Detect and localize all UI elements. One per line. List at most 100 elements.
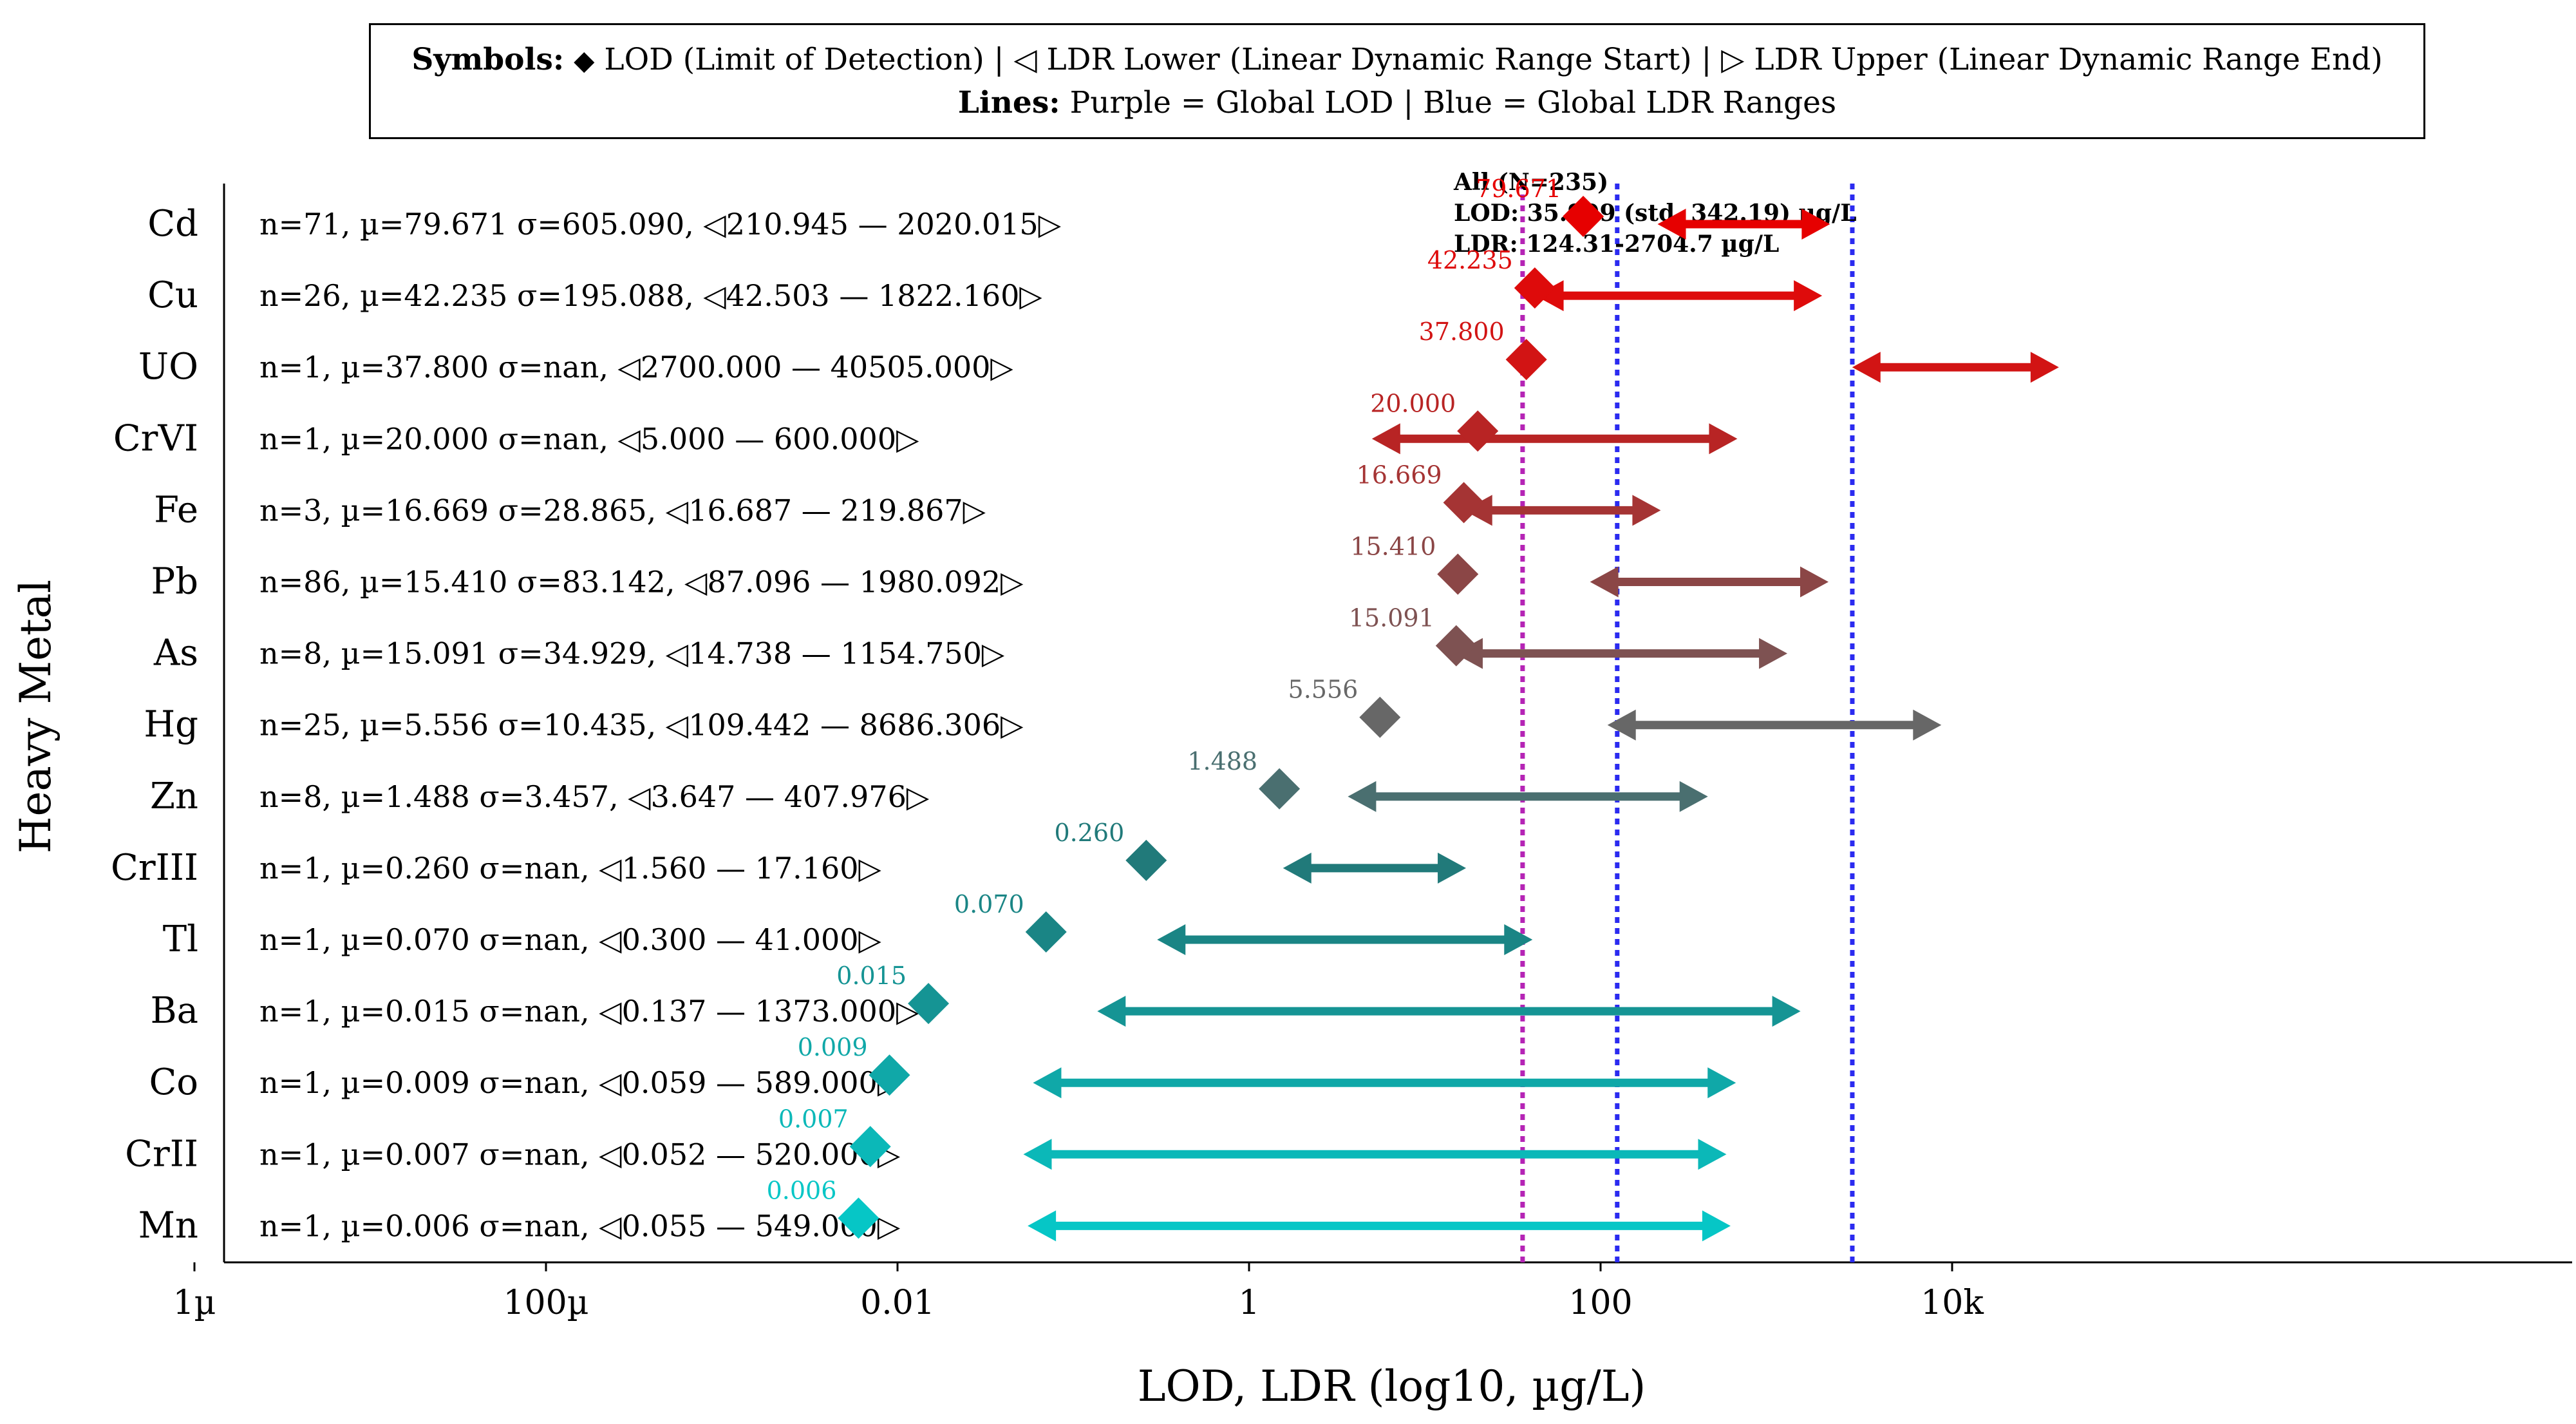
ldr-lower-arrowhead bbox=[1283, 852, 1312, 884]
legend-lines-line: Lines: Purple = Global LOD | Blue = Glob… bbox=[958, 82, 1836, 124]
ldr-lower-arrowhead bbox=[1590, 566, 1619, 598]
metal-row-zn: Zn n=8, µ=1.488 σ=3.457, ◁3.647 — 407.976… bbox=[150, 747, 1708, 817]
ldr-lower-arrowhead bbox=[1463, 495, 1492, 526]
lod-diamond-marker bbox=[849, 1126, 891, 1168]
ldr-upper-arrowhead bbox=[1702, 1210, 1731, 1242]
global-summary-ldr: LDR: 124.31-2704.7 µg/L bbox=[1454, 231, 1779, 258]
ldr-upper-arrowhead bbox=[1438, 852, 1467, 884]
metal-stats-label: n=1, µ=0.009 σ=nan, ◁0.059 — 589.000▷ bbox=[259, 1065, 901, 1100]
lod-diamond-marker bbox=[1359, 696, 1401, 738]
lod-value-label: 42.235 bbox=[1427, 246, 1513, 274]
ldr-upper-arrowhead bbox=[1913, 709, 1942, 741]
global-summary-title: All (N=235) bbox=[1453, 169, 1608, 196]
metal-name-label: CrIII bbox=[111, 847, 198, 889]
metal-row-crii: CrII n=1, µ=0.007 σ=nan, ◁0.052 — 520.000… bbox=[125, 1105, 1727, 1175]
ldr-lower-arrowhead bbox=[1371, 423, 1400, 455]
lod-diamond-marker bbox=[1025, 911, 1067, 953]
lod-value-label: 1.488 bbox=[1187, 747, 1257, 775]
ldr-lower-arrowhead bbox=[1033, 1067, 1062, 1099]
metal-stats-label: n=1, µ=20.000 σ=nan, ◁5.000 — 600.000▷ bbox=[259, 421, 919, 456]
metal-name-label: Hg bbox=[144, 704, 198, 746]
x-tick-label: 100 bbox=[1568, 1284, 1632, 1322]
metal-name-label: As bbox=[153, 632, 198, 674]
x-tick-label: 100µ bbox=[503, 1284, 588, 1322]
metal-row-co: Co n=1, µ=0.009 σ=nan, ◁0.059 — 589.000▷ 0… bbox=[149, 1033, 1736, 1103]
metal-stats-label: n=1, µ=0.260 σ=nan, ◁1.560 — 17.160▷ bbox=[259, 851, 882, 886]
metal-name-label: CrVI bbox=[113, 417, 198, 459]
ldr-lower-arrowhead bbox=[1657, 209, 1686, 240]
lod-value-label: 0.009 bbox=[798, 1033, 868, 1061]
metal-name-label: Zn bbox=[150, 775, 198, 817]
ldr-lower-arrowhead bbox=[1535, 280, 1564, 312]
lod-diamond-marker bbox=[1457, 410, 1499, 452]
lod-diamond-marker bbox=[908, 983, 950, 1025]
ldr-upper-arrowhead bbox=[1772, 996, 1801, 1027]
lod-value-label: 0.015 bbox=[836, 962, 907, 990]
legend-lines-text: Purple = Global LOD | Blue = Global LDR … bbox=[1060, 84, 1837, 120]
metal-row-crvi: CrVI n=1, µ=20.000 σ=nan, ◁5.000 — 600.00… bbox=[113, 389, 1738, 459]
lod-value-label: 16.669 bbox=[1357, 460, 1442, 489]
lod-diamond-marker bbox=[1435, 625, 1477, 667]
metal-stats-label: n=86, µ=15.410 σ=83.142, ◁87.096 — 1980.… bbox=[259, 565, 1024, 600]
ldr-lower-arrowhead bbox=[1852, 352, 1881, 383]
metal-row-uo: UO n=1, µ=37.800 σ=nan, ◁2700.000 — 40505… bbox=[138, 318, 2059, 388]
ldr-upper-arrowhead bbox=[1707, 1067, 1736, 1099]
diamond-icon: ◆ bbox=[574, 44, 595, 76]
lod-value-label: 79.671 bbox=[1476, 175, 1561, 203]
metal-stats-label: n=8, µ=1.488 σ=3.457, ◁3.647 — 407.976▷ bbox=[259, 779, 930, 814]
legend-lines-label: Lines: bbox=[957, 84, 1060, 120]
ldr-lower-arrowhead bbox=[1097, 996, 1126, 1027]
lod-value-label: 0.070 bbox=[954, 890, 1024, 918]
ldr-upper-arrowhead bbox=[1794, 280, 1823, 312]
metal-name-label: Cu bbox=[147, 274, 198, 316]
metal-name-label: Mn bbox=[138, 1204, 198, 1246]
metal-stats-label: n=3, µ=16.669 σ=28.865, ◁16.687 — 219.86… bbox=[259, 493, 986, 527]
ldr-upper-arrowhead bbox=[1698, 1139, 1727, 1170]
symbols-legend: Symbols: ◆ LOD (Limit of Detection) | ◁ … bbox=[369, 23, 2425, 139]
lod-value-label: 5.556 bbox=[1288, 676, 1359, 704]
ldr-upper-arrowhead bbox=[1504, 924, 1533, 955]
metal-name-label: Co bbox=[149, 1061, 198, 1103]
metal-stats-label: n=1, µ=0.006 σ=nan, ◁0.055 — 549.000▷ bbox=[259, 1208, 901, 1243]
lod-value-label: 0.007 bbox=[778, 1105, 849, 1133]
lod-diamond-marker bbox=[1125, 839, 1167, 881]
lod-diamond-marker bbox=[1437, 553, 1479, 595]
legend-symbols-label: Symbols: bbox=[411, 41, 565, 77]
metal-row-mn: Mn n=1, µ=0.006 σ=nan, ◁0.055 — 549.000▷ 0… bbox=[138, 1176, 1731, 1246]
metal-stats-label: n=25, µ=5.556 σ=10.435, ◁109.442 — 8686.… bbox=[259, 708, 1024, 743]
legend-symbols-line: Symbols: ◆ LOD (Limit of Detection) | ◁ … bbox=[411, 39, 2382, 82]
ldr-lower-arrowhead bbox=[1157, 924, 1186, 955]
lod-diamond-marker bbox=[1563, 196, 1604, 237]
lod-diamond-marker bbox=[1259, 768, 1301, 810]
metal-name-label: Pb bbox=[151, 561, 198, 603]
ldr-lower-arrowhead bbox=[1028, 1210, 1057, 1242]
ldr-lower-arrowhead bbox=[1607, 709, 1636, 741]
metal-stats-label: n=1, µ=0.070 σ=nan, ◁0.300 — 41.000▷ bbox=[259, 922, 882, 957]
lod-value-label: 15.410 bbox=[1350, 533, 1436, 561]
x-tick-label: 10k bbox=[1921, 1284, 1984, 1322]
x-tick-label: 1 bbox=[1238, 1284, 1259, 1322]
metal-row-as: As n=8, µ=15.091 σ=34.929, ◁14.738 — 1154… bbox=[153, 604, 1788, 674]
ldr-upper-arrowhead bbox=[2030, 352, 2059, 383]
lod-value-label: 37.800 bbox=[1419, 318, 1505, 346]
metal-stats-label: n=26, µ=42.235 σ=195.088, ◁42.503 — 1822… bbox=[259, 278, 1042, 313]
lod-value-label: 15.091 bbox=[1349, 604, 1434, 632]
metal-row-tl: Tl n=1, µ=0.070 σ=nan, ◁0.300 — 41.000▷ 0.… bbox=[163, 890, 1533, 960]
ldr-upper-arrowhead bbox=[1800, 566, 1829, 598]
metal-row-cu: Cu n=26, µ=42.235 σ=195.088, ◁42.503 — 18… bbox=[147, 246, 1823, 316]
metal-stats-label: n=8, µ=15.091 σ=34.929, ◁14.738 — 1154.7… bbox=[259, 636, 1005, 671]
lod-diamond-marker bbox=[869, 1054, 910, 1096]
ldr-upper-arrowhead bbox=[1759, 638, 1788, 669]
lod-diamond-marker bbox=[838, 1197, 879, 1239]
metal-row-cd: Cd n=71, µ=79.671 σ=605.090, ◁210.945 — 2… bbox=[147, 175, 1830, 245]
y-axis-label: Heavy Metal bbox=[11, 580, 61, 853]
ldr-upper-arrowhead bbox=[1801, 209, 1830, 240]
x-tick-label: 0.01 bbox=[860, 1284, 935, 1322]
lod-value-label: 0.006 bbox=[767, 1176, 837, 1204]
metal-name-label: CrII bbox=[125, 1133, 198, 1175]
lod-diamond-marker bbox=[1443, 482, 1485, 524]
lod-value-label: 0.260 bbox=[1054, 819, 1124, 847]
metal-stats-label: n=71, µ=79.671 σ=605.090, ◁210.945 — 202… bbox=[259, 207, 1062, 242]
x-tick-label: 1µ bbox=[173, 1284, 216, 1322]
